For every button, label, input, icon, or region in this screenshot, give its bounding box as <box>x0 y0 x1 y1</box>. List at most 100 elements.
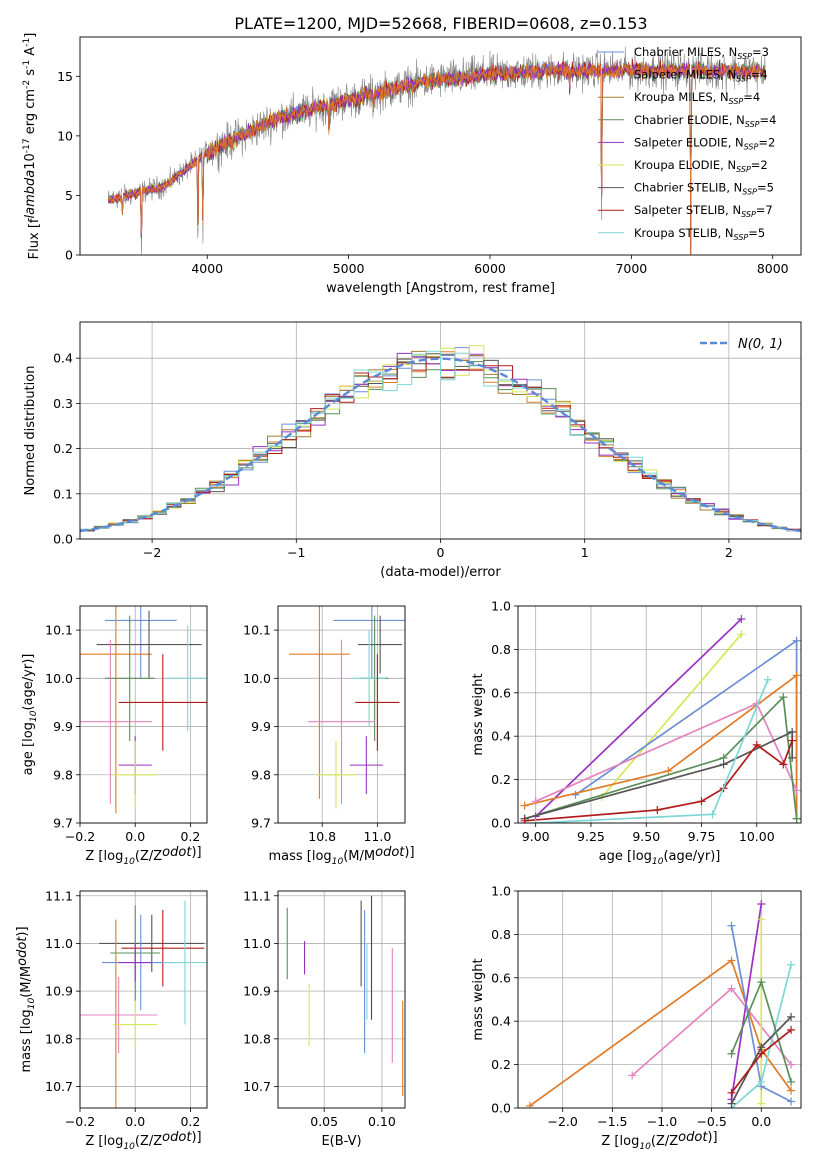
weight-point <box>757 1099 766 1108</box>
legend-count: =7 <box>756 203 773 217</box>
weight-point <box>531 797 540 806</box>
y-tick-label: 0.2 <box>491 772 511 787</box>
legend-count: =5 <box>748 226 765 240</box>
axes-frame <box>79 36 802 256</box>
legend-entry: Kroupa STELIB, NSSP=5 <box>634 226 765 242</box>
weight-point <box>787 1086 796 1095</box>
x-tick-label: −0.5 <box>696 1114 726 1129</box>
x-tick-label: 8000 <box>757 261 789 276</box>
y-tick-label: 10 <box>57 128 73 143</box>
weight-point <box>757 1077 766 1086</box>
x-tick-label: 11.0 <box>363 829 391 844</box>
x-tick-label: 0.2 <box>180 829 200 844</box>
weight-point <box>719 760 728 769</box>
axes-frame <box>277 605 406 824</box>
legend-subscript: SSP <box>741 210 756 219</box>
y-tick-label: 9.7 <box>251 816 271 831</box>
plot-area <box>107 46 766 255</box>
legend-entry: Salpeter ELODIE, NSSP=2 <box>634 135 775 151</box>
x-tick-label: 1 <box>581 545 589 560</box>
x-tick-label: 2 <box>725 545 733 560</box>
legend-entry: Chabrier ELODIE, NSSP=4 <box>634 113 776 129</box>
x-tick-label: 0.2 <box>180 1114 200 1129</box>
plot-area <box>525 900 796 1108</box>
weight-point <box>757 1049 766 1058</box>
weight-point <box>531 819 540 823</box>
x-tick-label: 0 <box>437 545 445 560</box>
panel-spectrum: 4000 5000 6000 7000 8000 0 5 10 15 wavelength [An… <box>22 33 802 296</box>
y-axis-label: mass weight <box>471 673 486 755</box>
plot-area <box>289 606 405 809</box>
y-tick-label: 0.4 <box>491 1014 511 1029</box>
y-tick-label: 10.0 <box>45 671 73 686</box>
x-axis-label: (data-model)/error <box>380 565 501 580</box>
legend-text: Salpeter MILES, N <box>634 68 736 82</box>
legend-text: Kroupa MILES, N <box>634 90 729 104</box>
x-axis-label: age [log10​(age/yr)] <box>599 849 721 867</box>
weight-point <box>788 753 797 762</box>
weight-point <box>788 727 797 736</box>
weight-point <box>628 1071 637 1080</box>
panel-age_vs_Z: −0.2 0.0 0.2 9.7 9.8 9.9 10.0 10.1 Z [log10​(Z/Z… <box>21 605 208 867</box>
y-tick-label: 0 <box>65 248 73 263</box>
weight-point <box>787 1060 796 1069</box>
legend-subscript: SSP <box>734 233 749 242</box>
panel-residuals: −2 −1 0 1 2 0.0 0.1 0.2 0.3 0.4 (data-model)/error… <box>23 321 802 580</box>
y-tick-label: 5 <box>65 188 73 203</box>
weight-line-6 <box>524 730 794 820</box>
axes-frame <box>277 890 406 1109</box>
x-tick-label: −1.0 <box>647 1114 677 1129</box>
weight-point <box>520 816 529 823</box>
y-tick-label: 0.3 <box>53 396 73 411</box>
y-tick-label: 9.9 <box>53 719 73 734</box>
weight-point <box>787 1097 796 1106</box>
x-axis-label: Z [log10​(Z/Z​odot)] <box>601 1130 717 1152</box>
legend-text: Salpeter STELIB, N <box>634 203 741 217</box>
x-tick-label: 6000 <box>474 261 506 276</box>
y-tick-label: 10.9 <box>243 984 271 999</box>
axes-frame <box>79 321 802 540</box>
legend-subscript: SSP <box>742 188 757 197</box>
weight-point <box>664 766 673 775</box>
y-tick-label: 0.1 <box>53 486 73 501</box>
plot-area <box>80 345 801 533</box>
y-tick-label: 10.7 <box>45 1079 73 1094</box>
x-tick-label: 4000 <box>191 261 223 276</box>
weight-point <box>737 630 746 639</box>
y-tick-label: 10.0 <box>243 671 271 686</box>
legend-text: Chabrier MILES, N <box>634 45 737 59</box>
y-tick-label: 0.4 <box>53 351 73 366</box>
legend-text: Chabrier ELODIE, N <box>634 113 745 127</box>
y-tick-label: 1.0 <box>491 884 511 899</box>
x-tick-label: 0.05 <box>310 1114 338 1129</box>
weight-point <box>727 1099 736 1108</box>
weight-point <box>727 1088 736 1097</box>
plot-area <box>80 900 207 1108</box>
x-tick-label: 10.00 <box>739 829 775 844</box>
panel-weight_vs_Z: −2.0 −1.5 −1.0 −0.5 0.0 0.0 0.2 0.4 0.6 0.8 1.0 Z [… <box>471 884 802 1152</box>
weight-point <box>792 636 801 645</box>
residual-legend: N(0, 1) <box>700 337 783 352</box>
weight-point <box>727 984 736 993</box>
y-tick-label: 10.1 <box>45 623 73 638</box>
legend-count: =4 <box>751 68 768 82</box>
x-tick-label: 10.8 <box>308 829 336 844</box>
x-axis-label: wavelength [Angstrom, rest frame] <box>326 281 555 296</box>
panel-age_vs_mass: 10.8 11.0 9.7 9.8 9.9 10.0 10.1 mass [log10​(M/… <box>243 605 415 867</box>
axes-frame <box>79 890 208 1109</box>
axes-frame <box>517 605 802 824</box>
x-axis-label: Z [log10​(Z/Z​odot)] <box>85 845 201 867</box>
y-axis-label: mass weight <box>471 958 486 1040</box>
legend-text: Kroupa ELODIE, N <box>634 158 736 172</box>
weight-point <box>757 978 766 987</box>
weight-point <box>708 810 717 819</box>
y-tick-label: 10.8 <box>45 1031 73 1046</box>
legend-count: =5 <box>757 181 774 195</box>
legend-text: Salpeter ELODIE, N <box>634 135 744 149</box>
y-tick-label: 0.6 <box>491 970 511 985</box>
y-tick-label: 0.8 <box>491 927 511 942</box>
x-tick-label: −2 <box>143 545 161 560</box>
legend-entry: Kroupa ELODIE, NSSP=2 <box>634 158 768 174</box>
weight-line-3 <box>524 673 798 819</box>
